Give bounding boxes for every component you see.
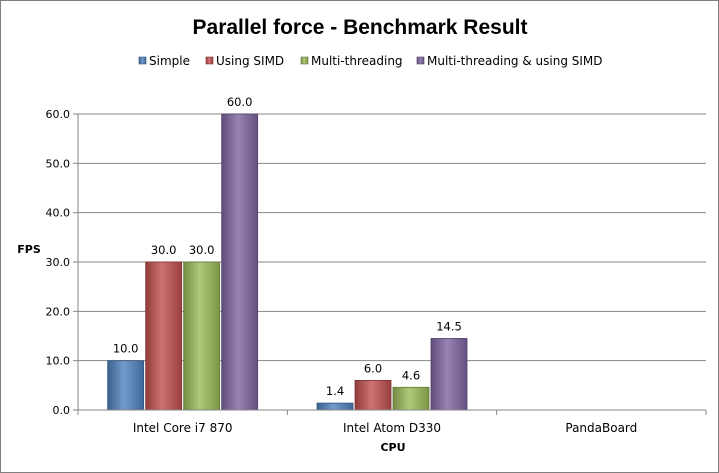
bar bbox=[430, 338, 468, 411]
bar bbox=[183, 261, 221, 411]
bar bbox=[316, 402, 354, 411]
bar bbox=[221, 113, 259, 411]
data-label: 6.0 bbox=[364, 361, 382, 375]
bars: 10.0 30.0 30.0 60.0 1.4 6.0 4.6 14.5 bbox=[107, 95, 468, 411]
y-tick-label: 40.0 bbox=[46, 207, 71, 220]
legend-swatch bbox=[138, 56, 147, 65]
y-tick-label: 50.0 bbox=[46, 157, 71, 170]
legend-entry: Using SIMD bbox=[216, 54, 284, 68]
data-label: 60.0 bbox=[227, 95, 253, 109]
legend-swatch bbox=[416, 56, 425, 65]
legend: Simple Using SIMD Multi-threading Multi-thr… bbox=[138, 54, 603, 68]
data-label: 30.0 bbox=[189, 243, 215, 257]
legend-entry: Multi-threading bbox=[311, 54, 403, 68]
data-label: 30.0 bbox=[151, 243, 177, 257]
gridlines bbox=[78, 113, 706, 411]
x-category-label: Intel Atom D330 bbox=[343, 421, 441, 435]
bar bbox=[107, 360, 145, 411]
y-axis-title: FPS bbox=[17, 243, 41, 256]
chart-title: Parallel force - Benchmark Result bbox=[193, 16, 528, 39]
y-tick-label: 30.0 bbox=[46, 256, 71, 269]
y-tick-label: 0.0 bbox=[53, 404, 71, 417]
legend-swatch bbox=[300, 56, 309, 65]
x-category-label: Intel Core i7 870 bbox=[133, 421, 233, 435]
data-label: 10.0 bbox=[113, 342, 139, 356]
y-tick-label: 10.0 bbox=[46, 355, 71, 368]
bar bbox=[354, 379, 392, 411]
x-axis-categories: Intel Core i7 870 Intel Atom D330 PandaBoa… bbox=[133, 421, 637, 435]
data-label: 1.4 bbox=[326, 384, 344, 398]
axes bbox=[77, 114, 707, 415]
legend-entry: Simple bbox=[149, 54, 190, 68]
legend-entry: Multi-threading & using SIMD bbox=[427, 54, 603, 68]
x-axis-title: CPU bbox=[380, 441, 405, 454]
y-tick-label: 60.0 bbox=[46, 108, 71, 121]
data-label: 14.5 bbox=[436, 319, 462, 333]
bar bbox=[392, 386, 430, 411]
data-label: 4.6 bbox=[402, 368, 420, 382]
x-category-label: PandaBoard bbox=[565, 421, 637, 435]
bar bbox=[145, 261, 183, 411]
y-axis-ticks: 0.0 10.0 20.0 30.0 40.0 50.0 60.0 bbox=[46, 108, 78, 417]
y-tick-label: 20.0 bbox=[46, 305, 71, 318]
legend-swatch bbox=[205, 56, 214, 65]
